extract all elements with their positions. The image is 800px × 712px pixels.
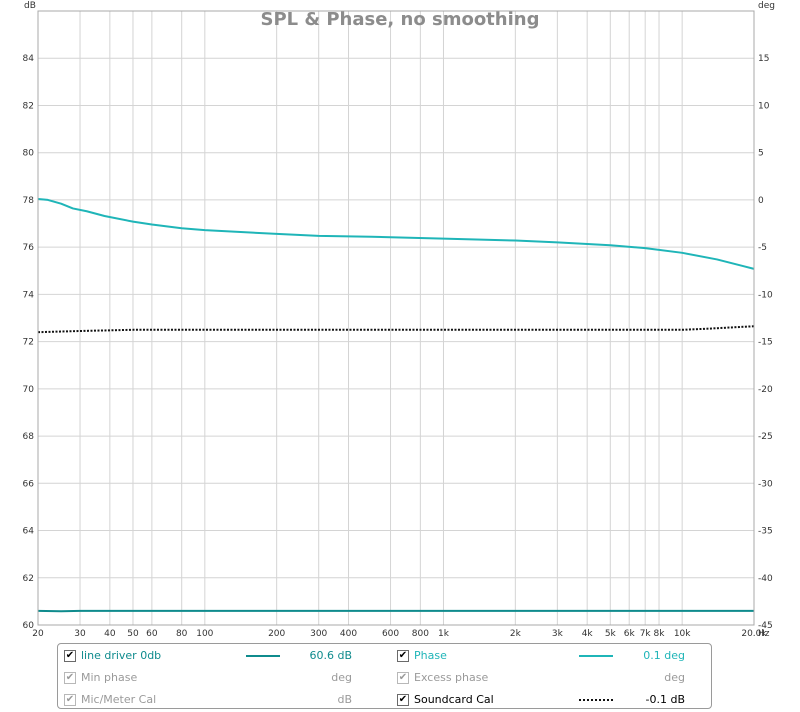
chart-title: SPL & Phase, no smoothing	[261, 9, 540, 30]
y-left-tick-label: 60	[23, 621, 35, 631]
plot-frame	[37, 10, 755, 626]
y-left-tick-label: 68	[23, 432, 35, 442]
legend-item-line-driver[interactable]: ✔ line driver 0db 60.6 dB	[64, 647, 382, 665]
y-left-tick-label: 64	[23, 527, 35, 537]
x-tick-label: 300	[310, 629, 327, 639]
x-tick-label: 600	[382, 629, 399, 639]
x-tick-label: 3k	[552, 629, 564, 639]
x-tick-label: 7k	[640, 629, 652, 639]
x-tick-label: 50	[127, 629, 139, 639]
legend-swatch	[579, 655, 613, 657]
legend-swatch	[579, 699, 613, 701]
x-tick-label: 2k	[510, 629, 522, 639]
legend-label: Mic/Meter Cal	[81, 693, 157, 706]
x-tick-label: 10k	[674, 629, 691, 639]
x-tick-label: 800	[412, 629, 429, 639]
series-layer	[37, 197, 755, 613]
check-mark-icon[interactable]: ✔	[397, 650, 409, 662]
legend-item-phase[interactable]: ✔ Phase 0.1 deg	[397, 647, 715, 665]
x-tick-label: 8k	[654, 629, 666, 639]
y-right-tick-label: -5	[758, 243, 767, 253]
x-tick-label: 6k	[624, 629, 636, 639]
legend-label: Phase	[414, 649, 447, 662]
x-tick-label: 60	[146, 629, 158, 639]
x-tick-label: 40	[104, 629, 116, 639]
y-right-tick-label: -15	[758, 338, 773, 348]
y-left-unit: dB	[24, 1, 36, 11]
y-right-tick-label: -30	[758, 479, 773, 489]
legend-label: Excess phase	[414, 671, 489, 684]
y-left-tick-label: 62	[23, 574, 34, 584]
y-left-tick-label: 84	[23, 54, 35, 64]
legend-item-min-phase[interactable]: ✔ Min phase deg	[64, 669, 382, 687]
y-left-tick-label: 70	[23, 385, 35, 395]
legend-row: ✔ Mic/Meter Cal dB ✔ Soundcard Cal -0.1 …	[64, 691, 704, 709]
x-tick-label: 1k	[438, 629, 450, 639]
legend-label: Min phase	[81, 671, 138, 684]
y-right-tick-label: 5	[758, 149, 764, 159]
check-mark-icon[interactable]: ✔	[64, 694, 76, 706]
y-right-tick-label: 10	[758, 101, 770, 111]
x-tick-label: 200	[268, 629, 285, 639]
y-right-tick-label: -20	[758, 385, 773, 395]
legend-label: Soundcard Cal	[414, 693, 494, 706]
legend-value: deg	[331, 671, 352, 684]
legend-value: -0.1 dB	[645, 693, 686, 706]
grid	[37, 11, 755, 626]
y-right-tick-label: -35	[758, 527, 773, 537]
check-mark-icon[interactable]: ✔	[64, 650, 76, 662]
x-tick-label: 20	[32, 629, 44, 639]
spl-phase-chart: 20 30 40 50 60 80 100 200 300 400 600 800 1k 2k 3k 4k 5k…	[23, 1, 775, 639]
legend-item-mic-meter-cal[interactable]: ✔ Mic/Meter Cal dB	[64, 691, 382, 709]
legend-value: dB	[337, 693, 352, 706]
x-tick-label: 100	[196, 629, 213, 639]
x-tick-label: 4k	[582, 629, 594, 639]
y-left-tick-label: 78	[23, 196, 35, 206]
y-left-tick-label: 82	[23, 101, 34, 111]
x-unit: Hz	[758, 629, 770, 639]
legend-label: line driver 0db	[81, 649, 162, 662]
y-left-tick-label: 74	[23, 290, 35, 300]
tick-labels: 20 30 40 50 60 80 100 200 300 400 600 800 1k 2k 3k 4k 5k…	[23, 54, 773, 639]
y-left-tick-label: 80	[23, 149, 35, 159]
series-soundcard-cal	[37, 325, 755, 334]
y-right-unit: deg	[758, 1, 775, 11]
legend-swatch	[246, 655, 280, 657]
legend-item-soundcard-cal[interactable]: ✔ Soundcard Cal -0.1 dB	[397, 691, 715, 709]
y-left-tick-label: 76	[23, 243, 35, 253]
y-left-tick-label: 66	[23, 479, 35, 489]
legend-item-excess-phase[interactable]: ✔ Excess phase deg	[397, 669, 715, 687]
legend-row: ✔ Min phase deg ✔ Excess phase deg	[64, 669, 704, 687]
y-right-tick-label: -25	[758, 432, 773, 442]
y-right-tick-label: -40	[758, 574, 773, 584]
legend-value: 0.1 deg	[643, 649, 685, 662]
legend-value: 60.6 dB	[309, 649, 352, 662]
x-tick-label: 80	[176, 629, 188, 639]
x-tick-label: 30	[74, 629, 86, 639]
y-right-tick-label: 15	[758, 54, 769, 64]
y-right-tick-label: 0	[758, 196, 764, 206]
check-mark-icon[interactable]: ✔	[64, 672, 76, 684]
y-left-tick-label: 72	[23, 338, 34, 348]
x-tick-label: 20.0k	[741, 629, 767, 639]
y-right-tick-label: -10	[758, 290, 773, 300]
legend-row: ✔ line driver 0db 60.6 dB ✔ Phase 0.1 de…	[64, 647, 704, 665]
x-tick-label: 400	[340, 629, 357, 639]
check-mark-icon[interactable]: ✔	[397, 672, 409, 684]
x-tick-label: 5k	[605, 629, 617, 639]
check-mark-icon[interactable]: ✔	[397, 694, 409, 706]
series-phase	[37, 197, 755, 270]
legend-value: deg	[664, 671, 685, 684]
y-right-tick-label: -45	[758, 621, 773, 631]
legend-panel: ✔ line driver 0db 60.6 dB ✔ Phase 0.1 de…	[57, 643, 712, 709]
